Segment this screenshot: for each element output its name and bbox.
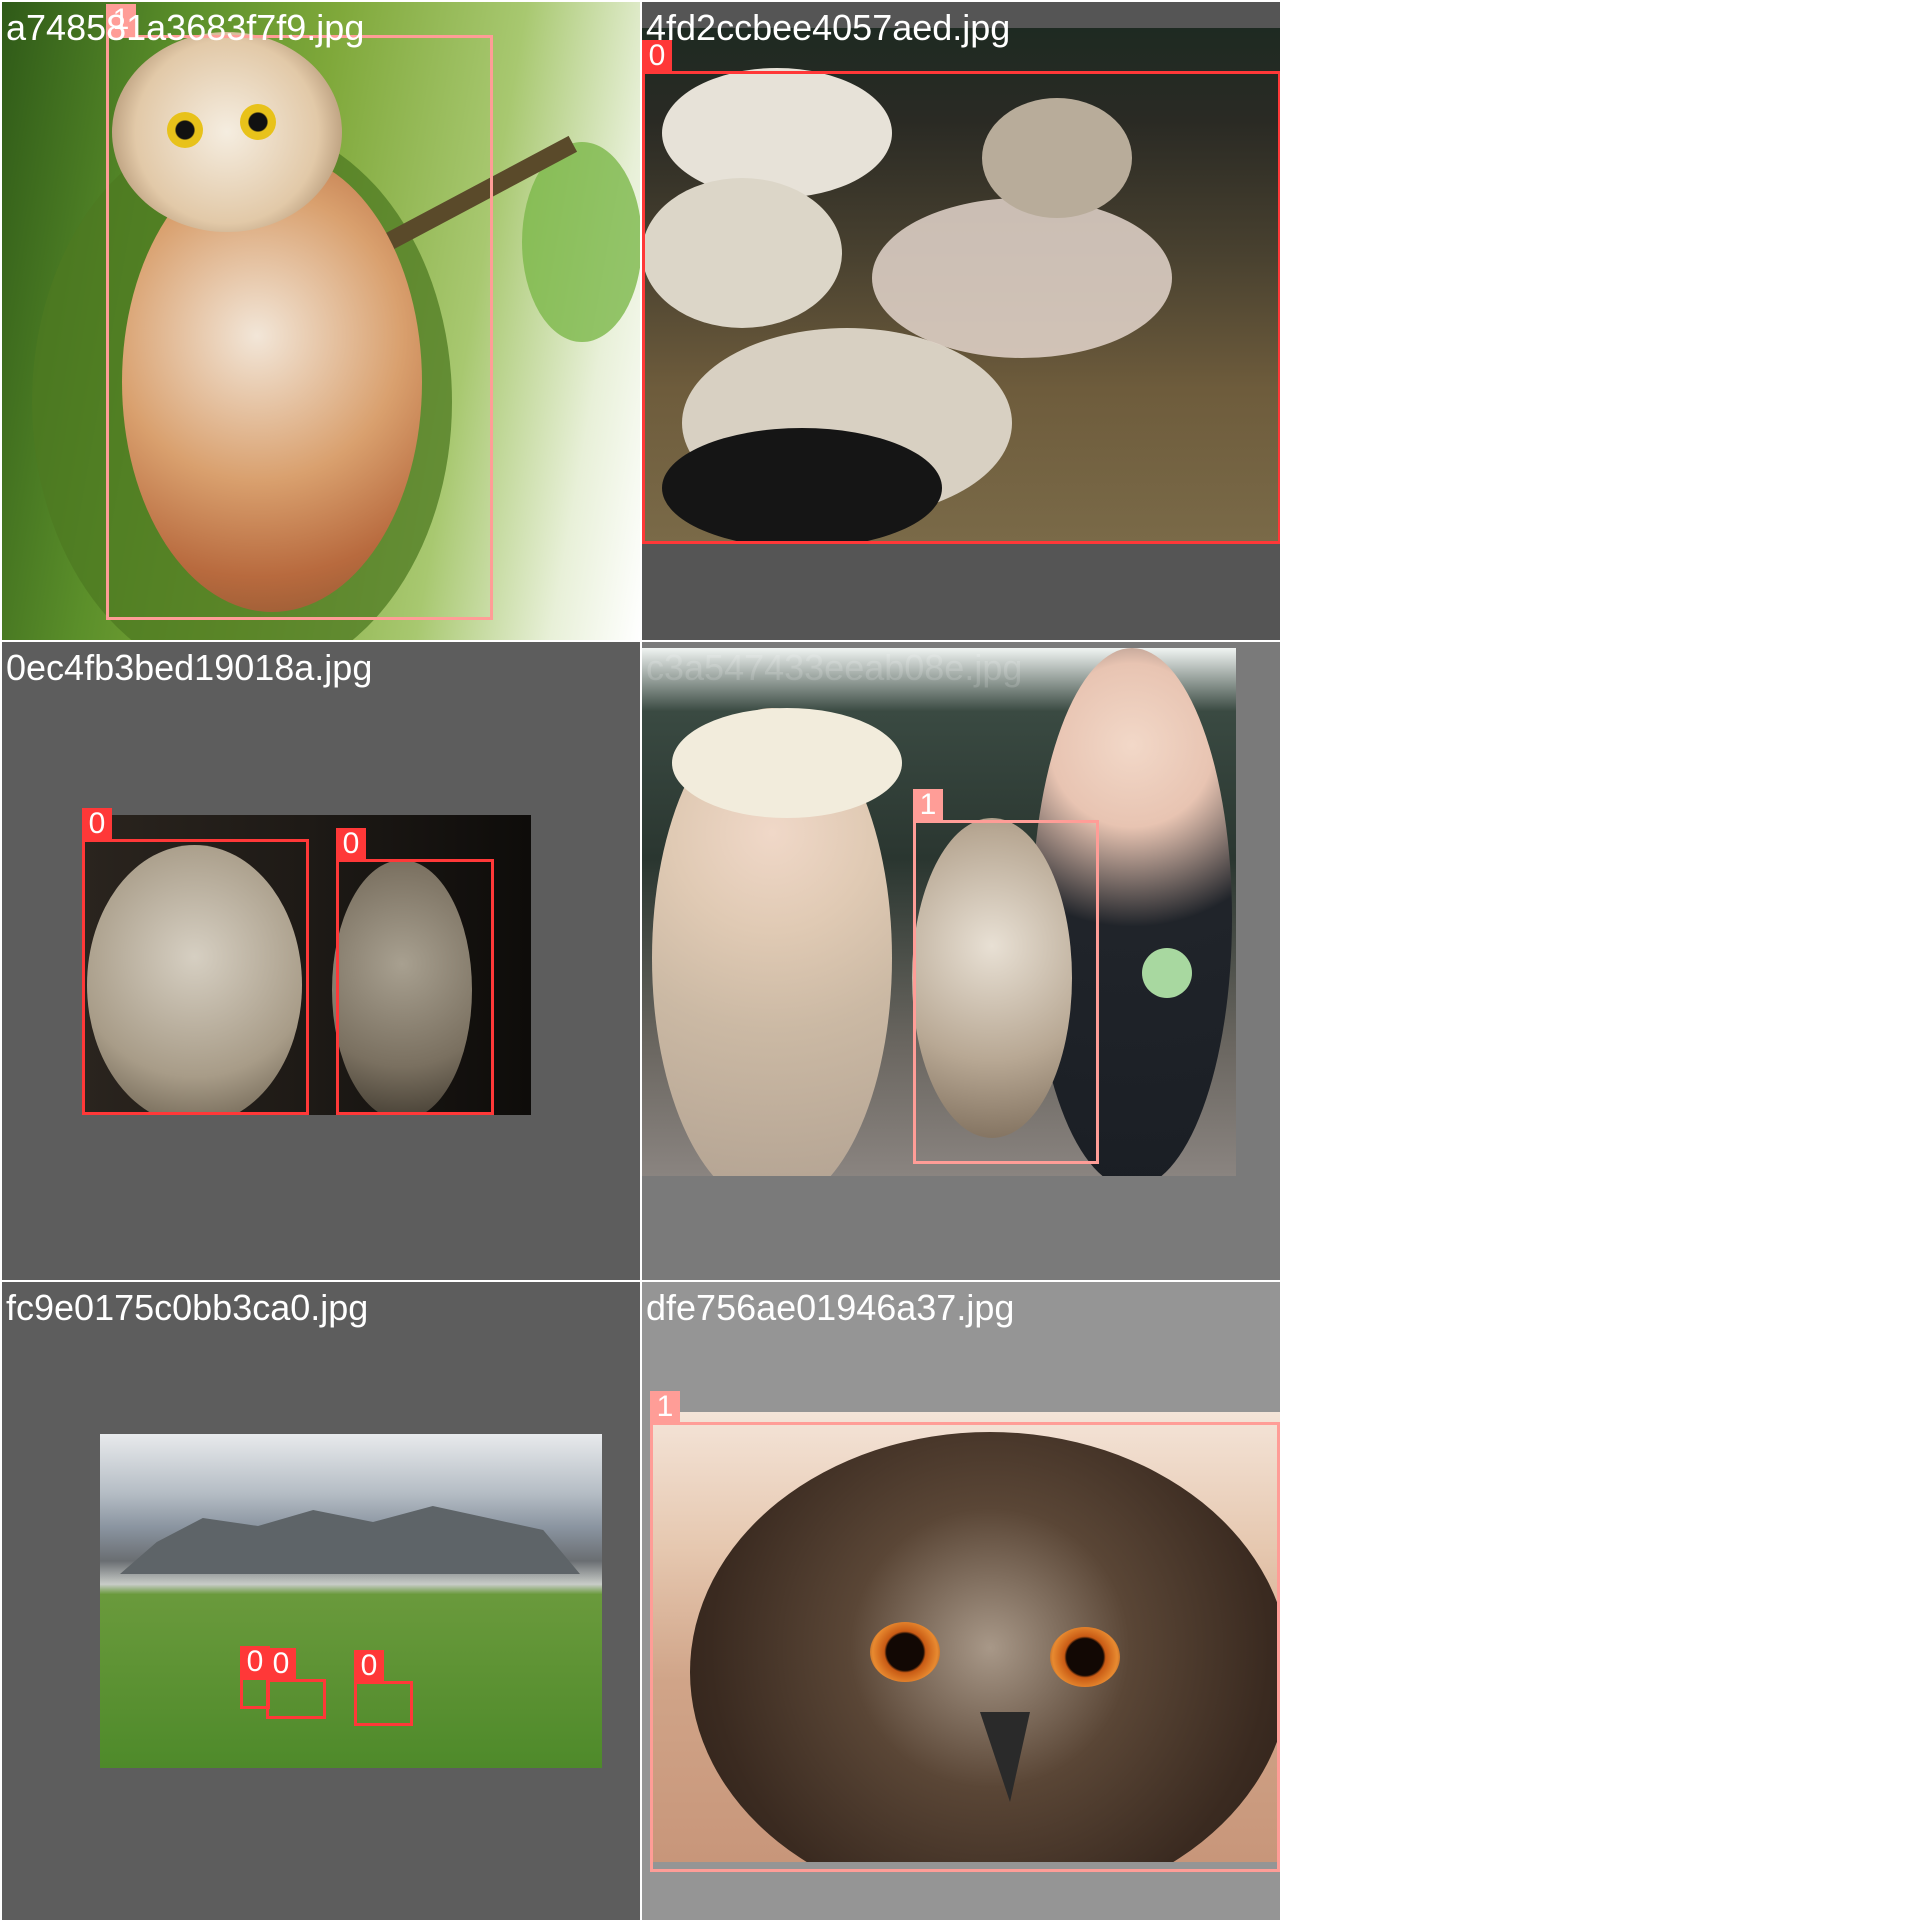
owl-face [690,1432,1280,1862]
class-label-tag: 0 [354,1650,384,1682]
lambs-photo [82,815,531,1115]
detection-box: 1 [106,4,493,620]
sheep-1 [662,68,892,198]
owl-head [112,32,342,232]
class-label-tag: 0 [82,808,112,840]
sheep-2 [642,178,842,328]
leaf-cluster [522,142,640,342]
tile-6: 1 dfe756ae01946a37.jpg [642,1282,1280,1920]
men-with-owl-photo [642,648,1236,1176]
tile-5: 0 0 0 fc9e0175c0bb3ca0.jpg [2,1282,640,1920]
black-sheep [662,428,942,544]
detection-box: 0 [266,1648,326,1719]
owl-closeup-photo [650,1412,1280,1862]
man-right [1032,648,1232,1176]
detection-box: 0 [240,1646,270,1709]
barn-photo [642,28,1280,544]
class-label-tag: 1 [106,4,136,36]
mountain-range [120,1506,580,1574]
detection-box: 0 [82,808,309,1115]
tile-filename: c3a547433eeab08e.jpg [646,647,1023,688]
owl-left-eye [870,1622,940,1682]
tile-4: 1 c3a547433eeab08e.jpg [642,642,1280,1280]
tile-filename: 0ec4fb3bed19018a.jpg [6,647,373,688]
lamb-right [332,860,472,1115]
tile-filename: fc9e0175c0bb3ca0.jpg [6,1287,369,1328]
tile-1: 1 a748581a3683f7f9.jpg [2,2,640,640]
lamb-group [872,198,1172,358]
sheep-4 [982,98,1132,218]
class-label-tag: 0 [336,828,366,860]
class-label-tag: 1 [650,1391,680,1423]
owl-left-eye [167,112,203,148]
detection-box: 0 [354,1650,413,1726]
tile-filename: a748581a3683f7f9.jpg [6,7,365,48]
detection-box: 0 [642,40,1280,544]
owl-photo [2,2,640,640]
class-label-tag: 1 [913,789,943,821]
detection-box: 0 [336,828,494,1115]
class-label-tag: 0 [240,1646,270,1678]
straw-hat [672,708,902,818]
detection-box: 1 [650,1391,1280,1872]
class-label-tag: 0 [266,1648,296,1680]
owl-right-eye [1050,1627,1120,1687]
tile-3: 0 0 0ec4fb3bed19018a.jpg [2,642,640,1280]
green-rosette [1142,948,1192,998]
lamb-left [87,845,302,1115]
owl-body [122,152,422,612]
eagle-owl [912,818,1072,1138]
detection-box: 1 [913,789,1099,1164]
tile-filename: dfe756ae01946a37.jpg [646,1287,1015,1328]
tile-filename: 4fd2ccbee4057aed.jpg [646,7,1011,48]
class-label-tag: 0 [642,40,672,72]
field-photo [100,1434,602,1768]
tile-2: 0 4fd2ccbee4057aed.jpg [642,2,1280,640]
owl-right-eye [240,104,276,140]
